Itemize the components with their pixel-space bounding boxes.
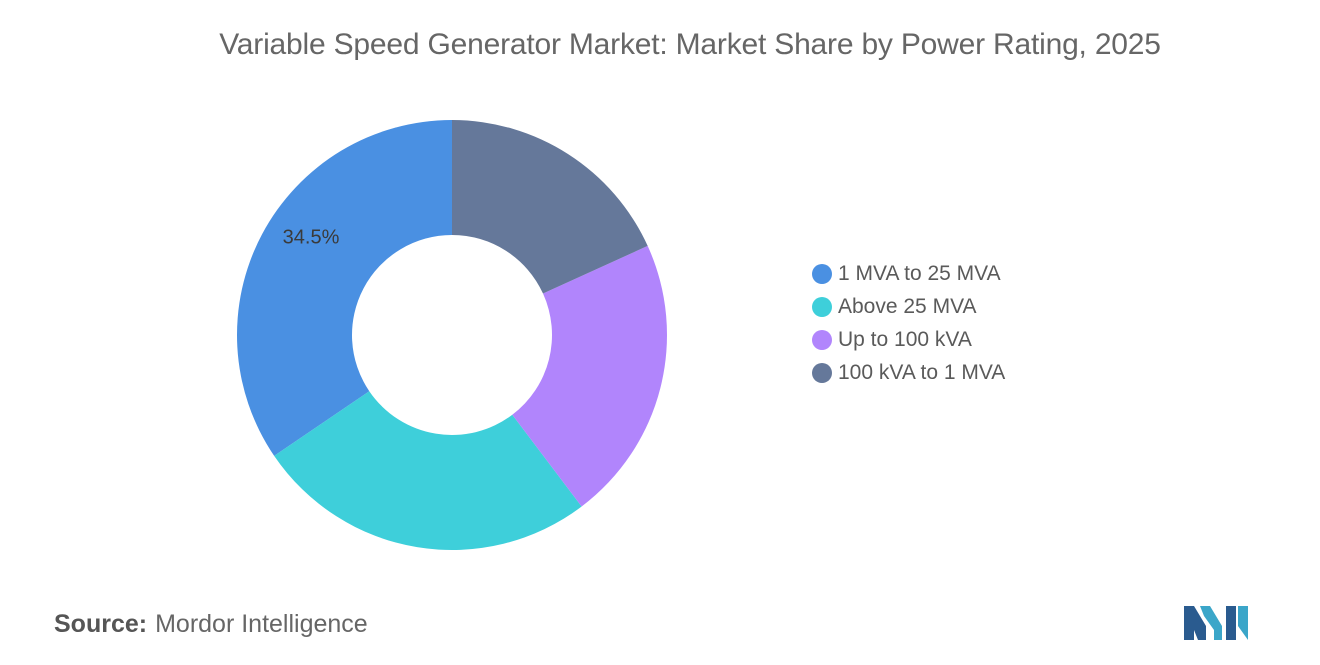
legend-label: 100 kVA to 1 MVA	[838, 360, 1006, 384]
slice-value-label: 34.5%	[283, 227, 340, 249]
legend-swatch	[812, 263, 832, 284]
source-note: Source: Mordor Intelligence	[54, 610, 368, 639]
legend-label: Up to 100 kVA	[838, 327, 972, 351]
donut-slice-100-kva-to-1-mva	[452, 120, 648, 294]
legend-swatch	[812, 329, 832, 350]
donut-slice-up-to-100-kva	[512, 245, 667, 507]
legend-swatch	[812, 296, 832, 317]
legend-item: 100 kVA to 1 MVA	[812, 356, 1005, 389]
legend-label: Above 25 MVA	[838, 294, 977, 318]
chart-legend: 1 MVA to 25 MVA Above 25 MVA Up to 100 kVA…	[812, 257, 1005, 389]
source-value: Mordor Intelligence	[155, 610, 368, 638]
chart-title: Variable Speed Generator Market: Market …	[219, 28, 1161, 61]
legend-swatch	[812, 362, 832, 383]
donut-slice-above-25-mva	[274, 391, 582, 550]
legend-label: 1 MVA to 25 MVA	[838, 261, 1001, 285]
mordor-intelligence-logo	[1184, 606, 1248, 640]
legend-item: Up to 100 kVA	[812, 323, 1005, 356]
donut-slice-labels: 34.5%	[283, 227, 340, 249]
source-label: Source:	[54, 610, 148, 638]
donut-slice-1-mva-to-25-mva	[236, 120, 452, 456]
legend-item: 1 MVA to 25 MVA	[812, 257, 1005, 290]
donut-slices	[236, 120, 667, 550]
legend-item: Above 25 MVA	[812, 290, 1005, 323]
